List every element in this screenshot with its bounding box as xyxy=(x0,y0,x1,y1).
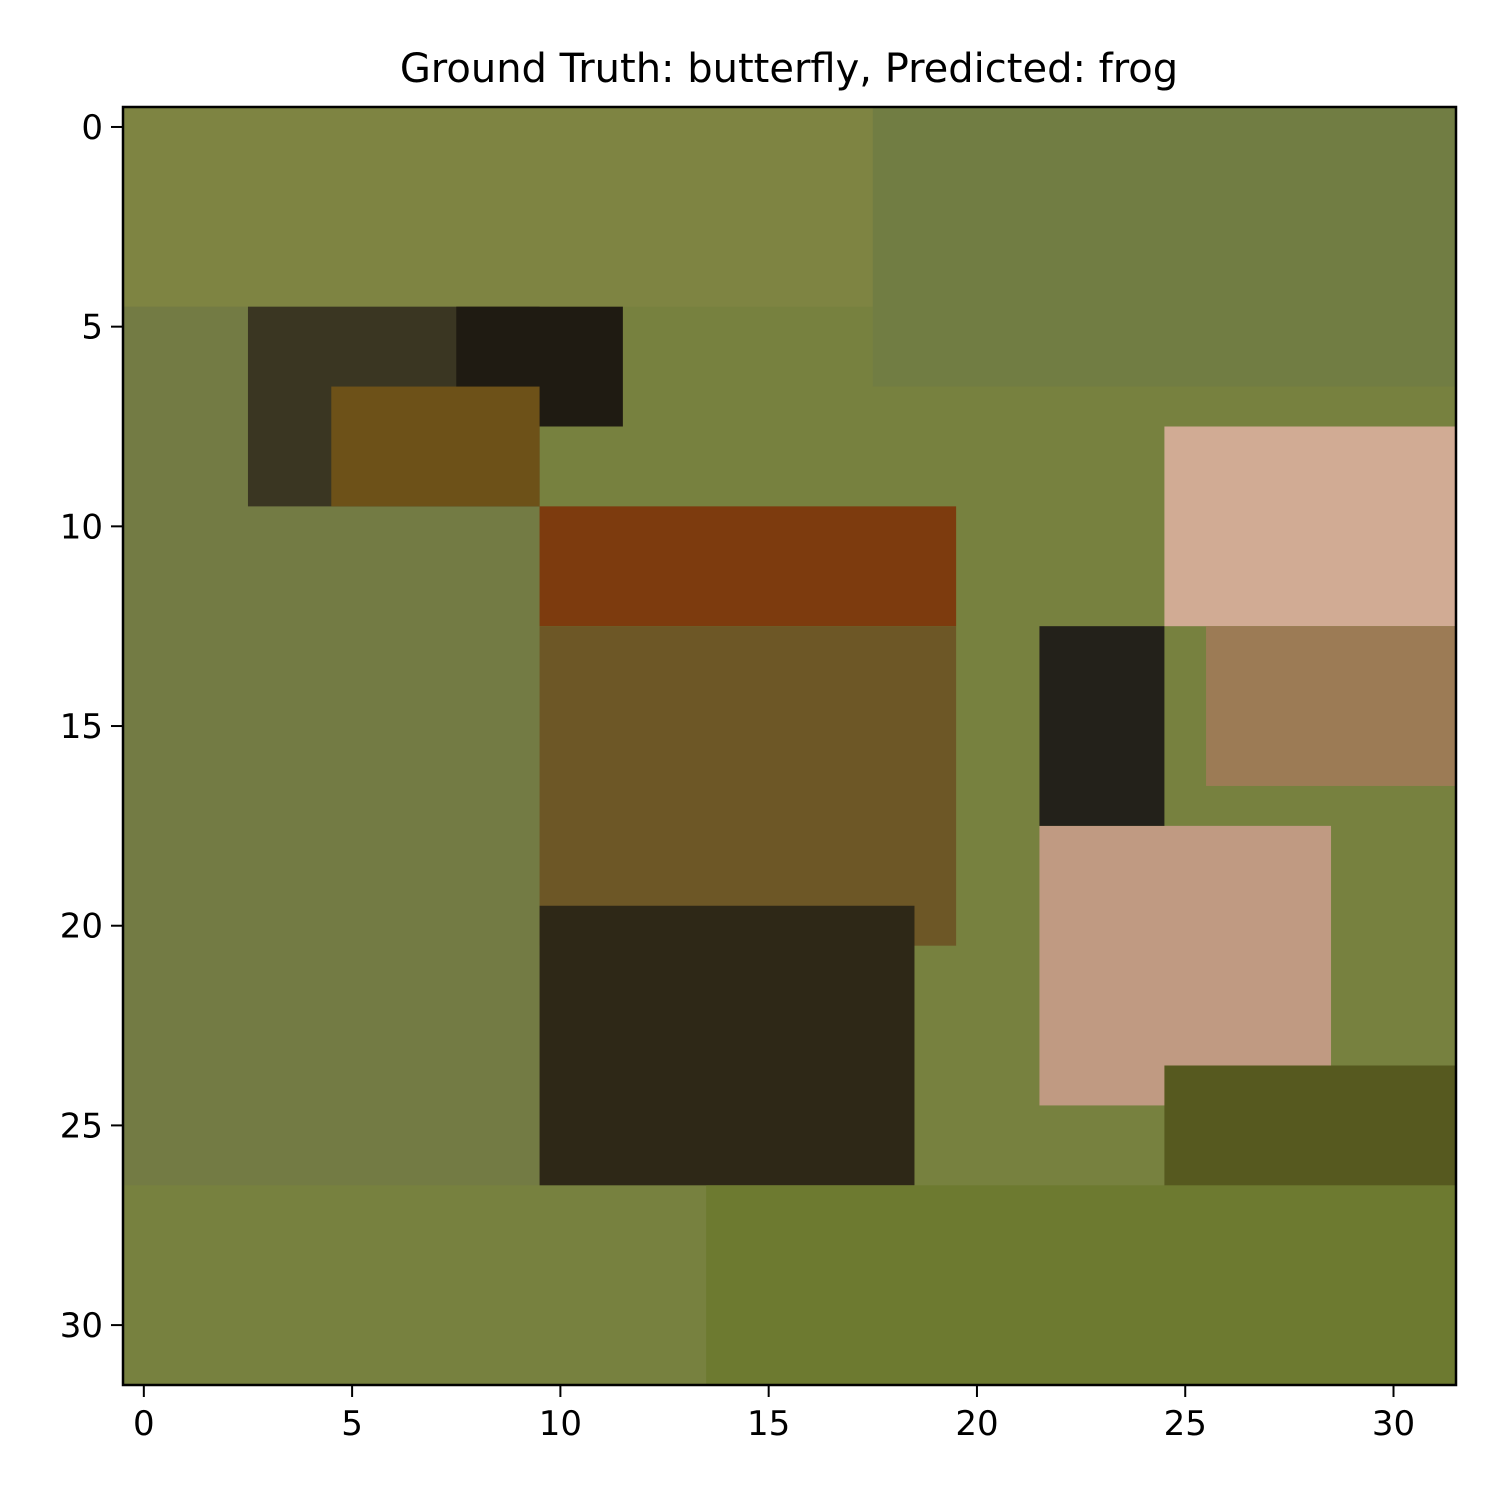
pixel-region-stem-dark xyxy=(1039,626,1165,826)
x-tick-label: 10 xyxy=(539,1404,582,1444)
pixel-region-flower-pink-upper xyxy=(1164,426,1456,627)
y-tick-label: 25 xyxy=(60,1106,103,1146)
pixel-region-bright-green xyxy=(706,1185,1456,1385)
x-tick-label: 5 xyxy=(341,1404,363,1444)
y-tick-label: 0 xyxy=(81,108,103,148)
pixel-region-wing-orange-spots xyxy=(331,386,540,507)
y-tick-label: 15 xyxy=(60,707,103,747)
x-tick-label: 15 xyxy=(747,1404,790,1444)
pixel-region-olive-background-right xyxy=(872,107,1456,387)
plot-area xyxy=(123,107,1456,1385)
y-tick-label: 5 xyxy=(81,308,103,348)
y-axis: 0 5 10 15 20 25 30 xyxy=(60,108,123,1346)
pixel-region-wing-orange-band xyxy=(539,506,957,627)
axes-frame xyxy=(121,105,1458,1387)
pixel-region-flower-pink-lower xyxy=(1039,825,1332,1106)
pixel-region-flower-brown xyxy=(1206,626,1456,786)
x-axis: 0 5 10 15 20 25 30 xyxy=(133,1385,1415,1444)
x-tick-label: 30 xyxy=(1372,1404,1415,1444)
y-tick-label: 30 xyxy=(60,1306,103,1346)
pixel-region-wing-dark-lower xyxy=(539,905,915,1186)
x-tick-label: 25 xyxy=(1164,1404,1207,1444)
x-tick-label: 0 xyxy=(133,1404,155,1444)
y-tick-label: 10 xyxy=(60,507,103,547)
x-tick-label: 20 xyxy=(955,1404,998,1444)
chart-title: Ground Truth: butterfly, Predicted: frog xyxy=(400,46,1178,92)
y-tick-label: 20 xyxy=(60,907,103,947)
pixel-region-wing-brown-middle xyxy=(539,626,957,946)
